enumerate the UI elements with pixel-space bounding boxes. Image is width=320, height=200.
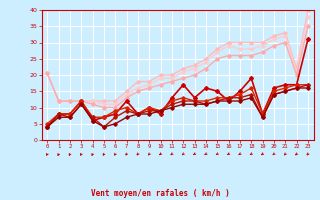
Text: Vent moyen/en rafales ( km/h ): Vent moyen/en rafales ( km/h ) [91,189,229,198]
